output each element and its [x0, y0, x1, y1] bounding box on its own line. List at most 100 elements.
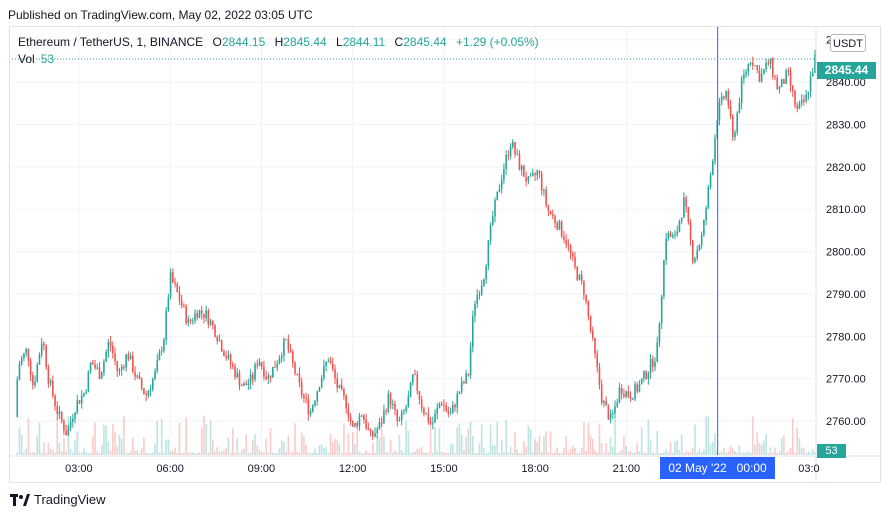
candle-body [292, 351, 294, 363]
footer-brand[interactable]: TradingView [10, 492, 106, 507]
volume-bar [611, 446, 614, 455]
candle-body [389, 393, 392, 405]
candle-body [811, 72, 814, 77]
volume-bar [749, 452, 752, 455]
candle-body [747, 63, 750, 73]
volume-bar [218, 451, 221, 455]
candle-body [667, 232, 670, 239]
volume-bar [703, 449, 705, 455]
volume-bar [538, 435, 541, 455]
volume-bar [731, 448, 734, 455]
volume-bar [796, 428, 799, 455]
currency-button[interactable]: USDT [830, 34, 866, 52]
candle-body [627, 391, 630, 397]
candle-body [736, 112, 739, 133]
volume-bar [176, 452, 179, 455]
candle-body [256, 364, 259, 366]
candle-body [471, 316, 474, 348]
volume-bar [496, 421, 499, 455]
y-tick-label: 2810.00 [826, 204, 866, 216]
volume-bar [320, 444, 323, 455]
volume-bar [47, 442, 50, 455]
candle-body [369, 428, 372, 432]
candle-body [25, 348, 27, 354]
volume-bar [740, 452, 743, 455]
open-label: O [212, 35, 222, 49]
candle-body [474, 303, 476, 317]
candle-body [760, 73, 763, 82]
volume-bar [334, 438, 336, 455]
candle-body [509, 146, 512, 156]
candle-body [192, 320, 194, 322]
volume-bar [203, 415, 205, 455]
volume-legend: Vol 53 [18, 52, 54, 66]
volume-bar [152, 452, 154, 455]
candle-body [791, 85, 794, 91]
volume-bar [60, 451, 63, 455]
volume-bar [154, 443, 156, 455]
candle-body [565, 239, 567, 245]
volume-bar [34, 452, 36, 455]
candle-body [598, 366, 601, 385]
candle-body [223, 351, 225, 356]
volume-bar [785, 452, 787, 455]
candle-body [680, 217, 683, 222]
volume-bar [240, 449, 243, 455]
volume-bar [98, 452, 101, 455]
candle-body [445, 405, 447, 411]
candle-body [534, 173, 536, 176]
volume-bar [323, 448, 325, 455]
volume-bar [185, 417, 187, 455]
time-axis: 03:00 06:00 09:00 12:00 15:00 18:00 21:00 03:0 [10, 455, 880, 475]
candle-body [214, 325, 216, 337]
candle-body [27, 348, 30, 361]
volume-bar [763, 440, 765, 455]
x-tick-label: 18:00 [521, 463, 549, 475]
volume-bar [112, 423, 114, 455]
volume-bar [691, 447, 694, 455]
volume-bar [420, 446, 423, 455]
candle-body [78, 400, 81, 404]
candle-body [640, 378, 643, 385]
candle-body [45, 345, 47, 367]
volume-bar [349, 452, 352, 455]
volume-bar [423, 452, 425, 455]
candle-body [611, 413, 614, 415]
candle-body [280, 355, 283, 359]
candle-body [205, 310, 207, 319]
candle-body [703, 220, 705, 235]
candle-body [265, 376, 267, 379]
volume-bar [754, 444, 756, 455]
candle-body [83, 393, 85, 396]
y-tick-label: 2770.00 [826, 374, 866, 386]
candle-body [183, 305, 185, 307]
candle-body [771, 58, 774, 77]
candle-body [767, 62, 770, 64]
candle-body [658, 323, 661, 343]
candle-body [456, 393, 459, 408]
candle-body [87, 371, 90, 392]
y-tick-label: 2790.00 [826, 289, 866, 301]
candle-body [207, 310, 210, 325]
candle-body [387, 393, 390, 412]
volume-bar [518, 452, 521, 455]
candle-body [378, 422, 381, 430]
volume-bar [287, 435, 290, 455]
volume-bar [583, 422, 585, 455]
candle-body [218, 340, 221, 342]
volume-bar [531, 452, 534, 455]
candle-body [109, 342, 112, 346]
candle-body [705, 208, 707, 221]
candle-body [209, 320, 212, 325]
candle-body [423, 408, 425, 415]
close-label: C [394, 35, 404, 49]
volume-bar [356, 425, 359, 455]
volume-legend-value: 53 [40, 52, 55, 66]
candle-body [745, 72, 747, 75]
candle-body [467, 373, 470, 376]
volume-bar [294, 423, 296, 455]
candle-body [294, 362, 296, 374]
volume-bar [374, 452, 376, 455]
candle-body [187, 319, 190, 324]
